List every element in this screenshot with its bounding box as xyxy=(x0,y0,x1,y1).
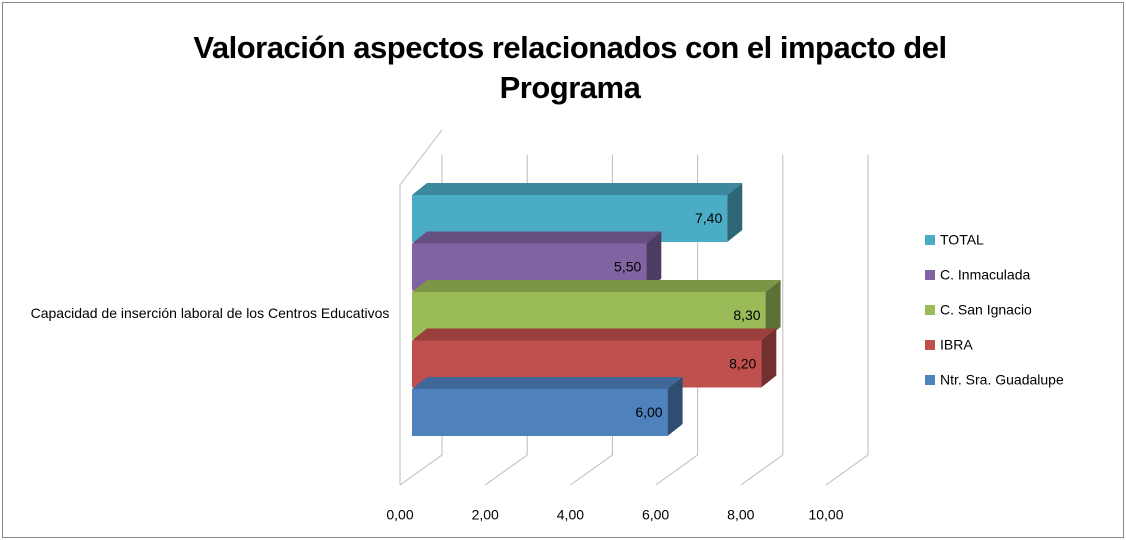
data-label: 5,50 xyxy=(614,259,641,275)
legend-label: C. San Ignacio xyxy=(940,302,1032,318)
x-tick-label: 8,00 xyxy=(727,507,754,523)
x-tick-label: 0,00 xyxy=(386,507,413,523)
bar-top xyxy=(412,183,743,195)
data-label: 8,30 xyxy=(733,307,760,323)
chart-title: Valoración aspectos relacionados con el … xyxy=(193,30,947,105)
bar-side xyxy=(646,231,662,291)
bar-top xyxy=(412,280,781,292)
x-tick-label: 2,00 xyxy=(472,507,499,523)
grid-line xyxy=(740,155,784,486)
legend-label: TOTAL xyxy=(940,232,984,248)
side-wall xyxy=(399,129,443,485)
bar-side xyxy=(761,328,777,388)
legend-swatch xyxy=(925,340,935,350)
grid-line xyxy=(825,155,869,486)
legend-label: C. Inmaculada xyxy=(940,267,1030,283)
grid-line xyxy=(655,155,699,486)
bar xyxy=(412,389,668,436)
data-label: 6,00 xyxy=(635,404,662,420)
bar-side xyxy=(727,183,743,242)
bar-top xyxy=(412,231,662,244)
x-tick-label: 10,00 xyxy=(808,507,843,523)
bar-side xyxy=(667,377,683,436)
legend-label: Ntr. Sra. Guadalupe xyxy=(940,372,1064,388)
y-tick-label: Capacidad de inserción laboral de los Ce… xyxy=(30,305,390,321)
bar-top xyxy=(412,377,683,389)
legend-swatch xyxy=(925,375,935,385)
data-label: 8,20 xyxy=(729,356,756,372)
legend-swatch xyxy=(925,270,935,280)
bar-side xyxy=(765,280,781,339)
data-label: 7,40 xyxy=(695,210,722,226)
x-tick-label: 4,00 xyxy=(557,507,584,523)
legend-swatch xyxy=(925,235,935,245)
legend-label: IBRA xyxy=(940,337,973,353)
x-tick-label: 6,00 xyxy=(642,507,669,523)
legend-swatch xyxy=(925,305,935,315)
bar-top xyxy=(412,328,777,341)
